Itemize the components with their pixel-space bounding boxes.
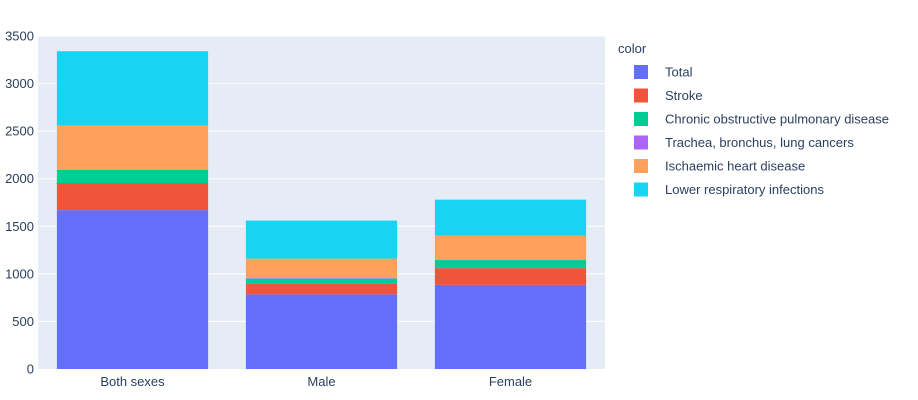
y-tick-label: 2000: [5, 171, 34, 186]
x-tick-label: Both sexes: [100, 374, 165, 389]
y-tick-label: 1000: [5, 266, 34, 281]
bar-segment[interactable]: [434, 260, 587, 269]
y-tick-label: 500: [12, 314, 34, 329]
bar-segment[interactable]: [245, 294, 398, 369]
legend-item[interactable]: Lower respiratory infections: [634, 182, 824, 197]
legend: color Total Stroke Chronic obstructive pul…: [618, 41, 889, 197]
legend-label: Ischaemic heart disease: [665, 159, 805, 174]
bar-segment[interactable]: [56, 169, 209, 183]
bar-segment[interactable]: [56, 210, 209, 369]
bar-segment[interactable]: [434, 284, 587, 369]
y-axis-ticks: 0 500 1000 1500 2000 2500 3000 3500: [5, 29, 34, 377]
bar-segment[interactable]: [245, 283, 398, 295]
x-tick-label: Female: [489, 374, 532, 389]
y-tick-label: 0: [27, 362, 34, 377]
legend-swatch: [634, 159, 648, 173]
legend-item[interactable]: Trachea, bronchus, lung cancers: [634, 135, 854, 150]
bar-segment[interactable]: [245, 278, 398, 284]
x-tick-label: Male: [307, 374, 335, 389]
legend-swatch: [634, 112, 648, 126]
y-tick-label: 1500: [5, 219, 34, 234]
bar-segment[interactable]: [434, 199, 587, 236]
legend-swatch: [634, 88, 648, 103]
legend-item[interactable]: Chronic obstructive pulmonary disease: [634, 112, 889, 127]
y-tick-label: 3000: [5, 76, 34, 91]
bars-group: [56, 51, 587, 369]
bar-segment[interactable]: [434, 268, 587, 285]
legend-item[interactable]: Stroke: [634, 88, 703, 103]
legend-label: Lower respiratory infections: [665, 182, 824, 197]
legend-swatch: [634, 65, 648, 79]
bar-segment[interactable]: [56, 51, 209, 126]
x-axis-ticks: Both sexes Male Female: [100, 374, 532, 389]
legend-label: Stroke: [665, 88, 703, 103]
bar-segment[interactable]: [56, 125, 209, 170]
legend-label: Total: [665, 65, 693, 80]
legend-item[interactable]: Total: [634, 65, 693, 80]
legend-label: Chronic obstructive pulmonary disease: [665, 112, 889, 127]
legend-title: color: [618, 41, 647, 56]
y-tick-label: 3500: [5, 29, 34, 44]
legend-item[interactable]: Ischaemic heart disease: [634, 159, 805, 174]
legend-swatch: [634, 182, 648, 197]
bar-segment[interactable]: [245, 258, 398, 279]
legend-label: Trachea, bronchus, lung cancers: [665, 135, 854, 150]
bar-segment[interactable]: [245, 220, 398, 259]
bar-segment[interactable]: [434, 235, 587, 261]
legend-swatch: [634, 135, 648, 150]
bar-segment[interactable]: [56, 182, 209, 211]
y-tick-label: 2500: [5, 124, 34, 139]
